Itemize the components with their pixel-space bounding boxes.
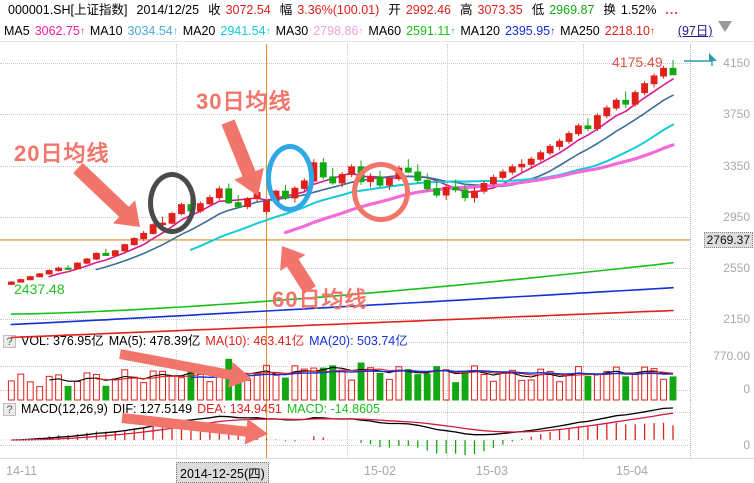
highlight-circle-gray (148, 172, 196, 234)
high-label: 高 (460, 3, 473, 17)
macd-chart-pane[interactable]: ? MACD(12,26,9) DIF: 127.5149 DEA: 134.9451… (0, 400, 754, 458)
price-gridline (0, 114, 690, 116)
volume-ma10: MA(10): 463.41亿 (205, 334, 305, 348)
macd-dif: DIF: 127.5149 (112, 402, 193, 416)
help-icon[interactable]: ? (3, 403, 16, 417)
macd-axis: 0 (690, 400, 754, 458)
change-value: 3.36%(100.01) (297, 3, 380, 17)
annotation-ma60: 60日均线 (272, 287, 368, 312)
macd-axis-zero: 0 (743, 438, 750, 452)
volume-value: VOL: 376.95亿 (21, 334, 104, 348)
time-gridline (583, 44, 585, 332)
indicator-gridline (0, 390, 690, 391)
turnover-value: 1.52% (620, 3, 657, 17)
ma-legend-value: 2218.10 (604, 24, 650, 38)
ma-trend-arrow-icon: ↑ (358, 26, 364, 37)
macd-params: MACD(12,26,9) (21, 402, 108, 416)
time-gridline (583, 400, 585, 458)
annotation-ma30: 30日均线 (196, 89, 292, 114)
volume-chart-pane[interactable]: ? VOL: 376.95亿 MA(5): 478.39亿 MA(10): 463.4… (0, 332, 754, 400)
price-axis-tick: 3750 (723, 107, 750, 122)
price-gridline (0, 319, 690, 321)
time-gridline (447, 44, 449, 332)
ma-trend-arrow-icon: ↑ (550, 26, 556, 37)
volume-axis: 770.00 0 (690, 332, 754, 400)
date-axis: 14-11 2014-12-25(四) 15-02 15-03 15-04 (0, 458, 754, 483)
ma-trend-arrow-icon: ↑ (172, 26, 178, 37)
volume-indicator-title: ? VOL: 376.95亿 MA(5): 478.39亿 MA(10): 463.4… (0, 332, 408, 350)
ma-trend-arrow-icon: ↑ (79, 26, 85, 37)
ma-legend-value: 2395.95 (504, 24, 551, 38)
price-axis-tick: 2150 (723, 312, 750, 327)
price-gridline (0, 216, 690, 218)
date-tick: 14-11 (6, 464, 38, 478)
period-high-label: 4175.49 (612, 54, 663, 70)
ma-trend-arrow-icon: ↑ (265, 26, 271, 37)
volume-axis-top: 770.00 (713, 349, 750, 363)
ma-legend-value: 2941.54 (220, 24, 266, 38)
turnover-label: 换 (603, 3, 616, 17)
volume-ma5: MA(5): 478.39亿 (108, 334, 201, 348)
quote-header-row: 000001.SH[上证指数] 2014/12/25 收 3072.54 幅 3.36%(… (0, 0, 754, 21)
change-label: 幅 (279, 3, 293, 17)
price-gridline (0, 268, 690, 269)
ma-legend-value: 2798.86 (313, 24, 359, 38)
price-axis-tick: 2950 (723, 209, 750, 224)
highlight-circle-red (352, 162, 410, 222)
open-label: 开 (388, 3, 401, 17)
highlight-circle-blue (266, 144, 314, 212)
ma-legend-value: 2591.11 (406, 24, 451, 38)
price-axis-tick: 3350 (723, 158, 750, 173)
indicator-gridline (0, 445, 690, 446)
macd-macd: MACD: -14.8605 (286, 402, 380, 416)
date-tick: 15-03 (476, 464, 508, 478)
high-value: 3073.35 (477, 3, 523, 17)
date-tick: 15-02 (364, 464, 396, 478)
ma-legend-name: MA20 (182, 24, 216, 38)
period-selector-label[interactable]: (97日) (677, 24, 713, 38)
volume-ma20: MA(20): 503.74亿 (309, 334, 408, 348)
ma-legend-name: MA5 (4, 24, 30, 38)
price-marker-label: 2769.37 (703, 231, 753, 248)
symbol-label[interactable]: 000001.SH[上证指数] (8, 3, 128, 17)
ma-legend-name: MA120 (460, 24, 500, 38)
price-axis-tick: 4150 (723, 56, 750, 71)
indicator-gridline (0, 366, 690, 367)
ma-legend-name: MA250 (560, 24, 600, 38)
ma-legend-name: MA10 (89, 24, 123, 38)
ma-legend-name: MA60 (368, 24, 402, 38)
ma-legend-value: 3034.54 (127, 24, 173, 38)
annotation-ma20: 20日均线 (14, 141, 110, 166)
close-label: 收 (208, 3, 221, 17)
ma-legend-row: MA5 3062.75↑ MA10 3034.54↑ MA20 2941.54↑ MA30 2… (0, 21, 754, 42)
date-tick-selected: 2014-12-25(四) (176, 462, 269, 483)
price-gridline (0, 63, 690, 65)
low-value: 2969.87 (549, 3, 595, 17)
price-axis-tick: 2550 (723, 261, 750, 275)
date-tick: 15-04 (616, 464, 648, 478)
period-low-label: 2437.48 (14, 281, 65, 297)
volume-axis-bottom: 0 (743, 382, 750, 396)
ma-trend-arrow-icon: ↑ (450, 26, 456, 37)
quote-date: 2014/12/25 (136, 3, 200, 17)
close-value: 3072.54 (225, 3, 271, 17)
ma-legend-value: 3062.75 (34, 24, 80, 38)
macd-dea: DEA: 134.9451 (197, 402, 282, 416)
price-axis: 4150 3750 3350 2950 2550 2150 2769.37 (690, 44, 754, 332)
macd-indicator-title: ? MACD(12,26,9) DIF: 127.5149 DEA: 134.9451… (0, 400, 380, 418)
low-label: 低 (531, 3, 545, 17)
more-fields-icon[interactable]: ... (665, 3, 679, 17)
help-icon[interactable]: ? (3, 335, 16, 349)
time-gridline (447, 400, 449, 458)
ma-legend-name: MA30 (275, 24, 309, 38)
chevron-down-icon[interactable] (718, 21, 732, 32)
ma-trend-arrow-icon: ↑ (649, 26, 655, 37)
open-value: 2992.46 (405, 3, 451, 17)
